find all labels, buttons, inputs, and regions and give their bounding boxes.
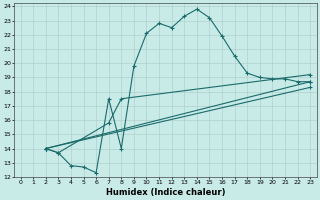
X-axis label: Humidex (Indice chaleur): Humidex (Indice chaleur) <box>106 188 225 197</box>
